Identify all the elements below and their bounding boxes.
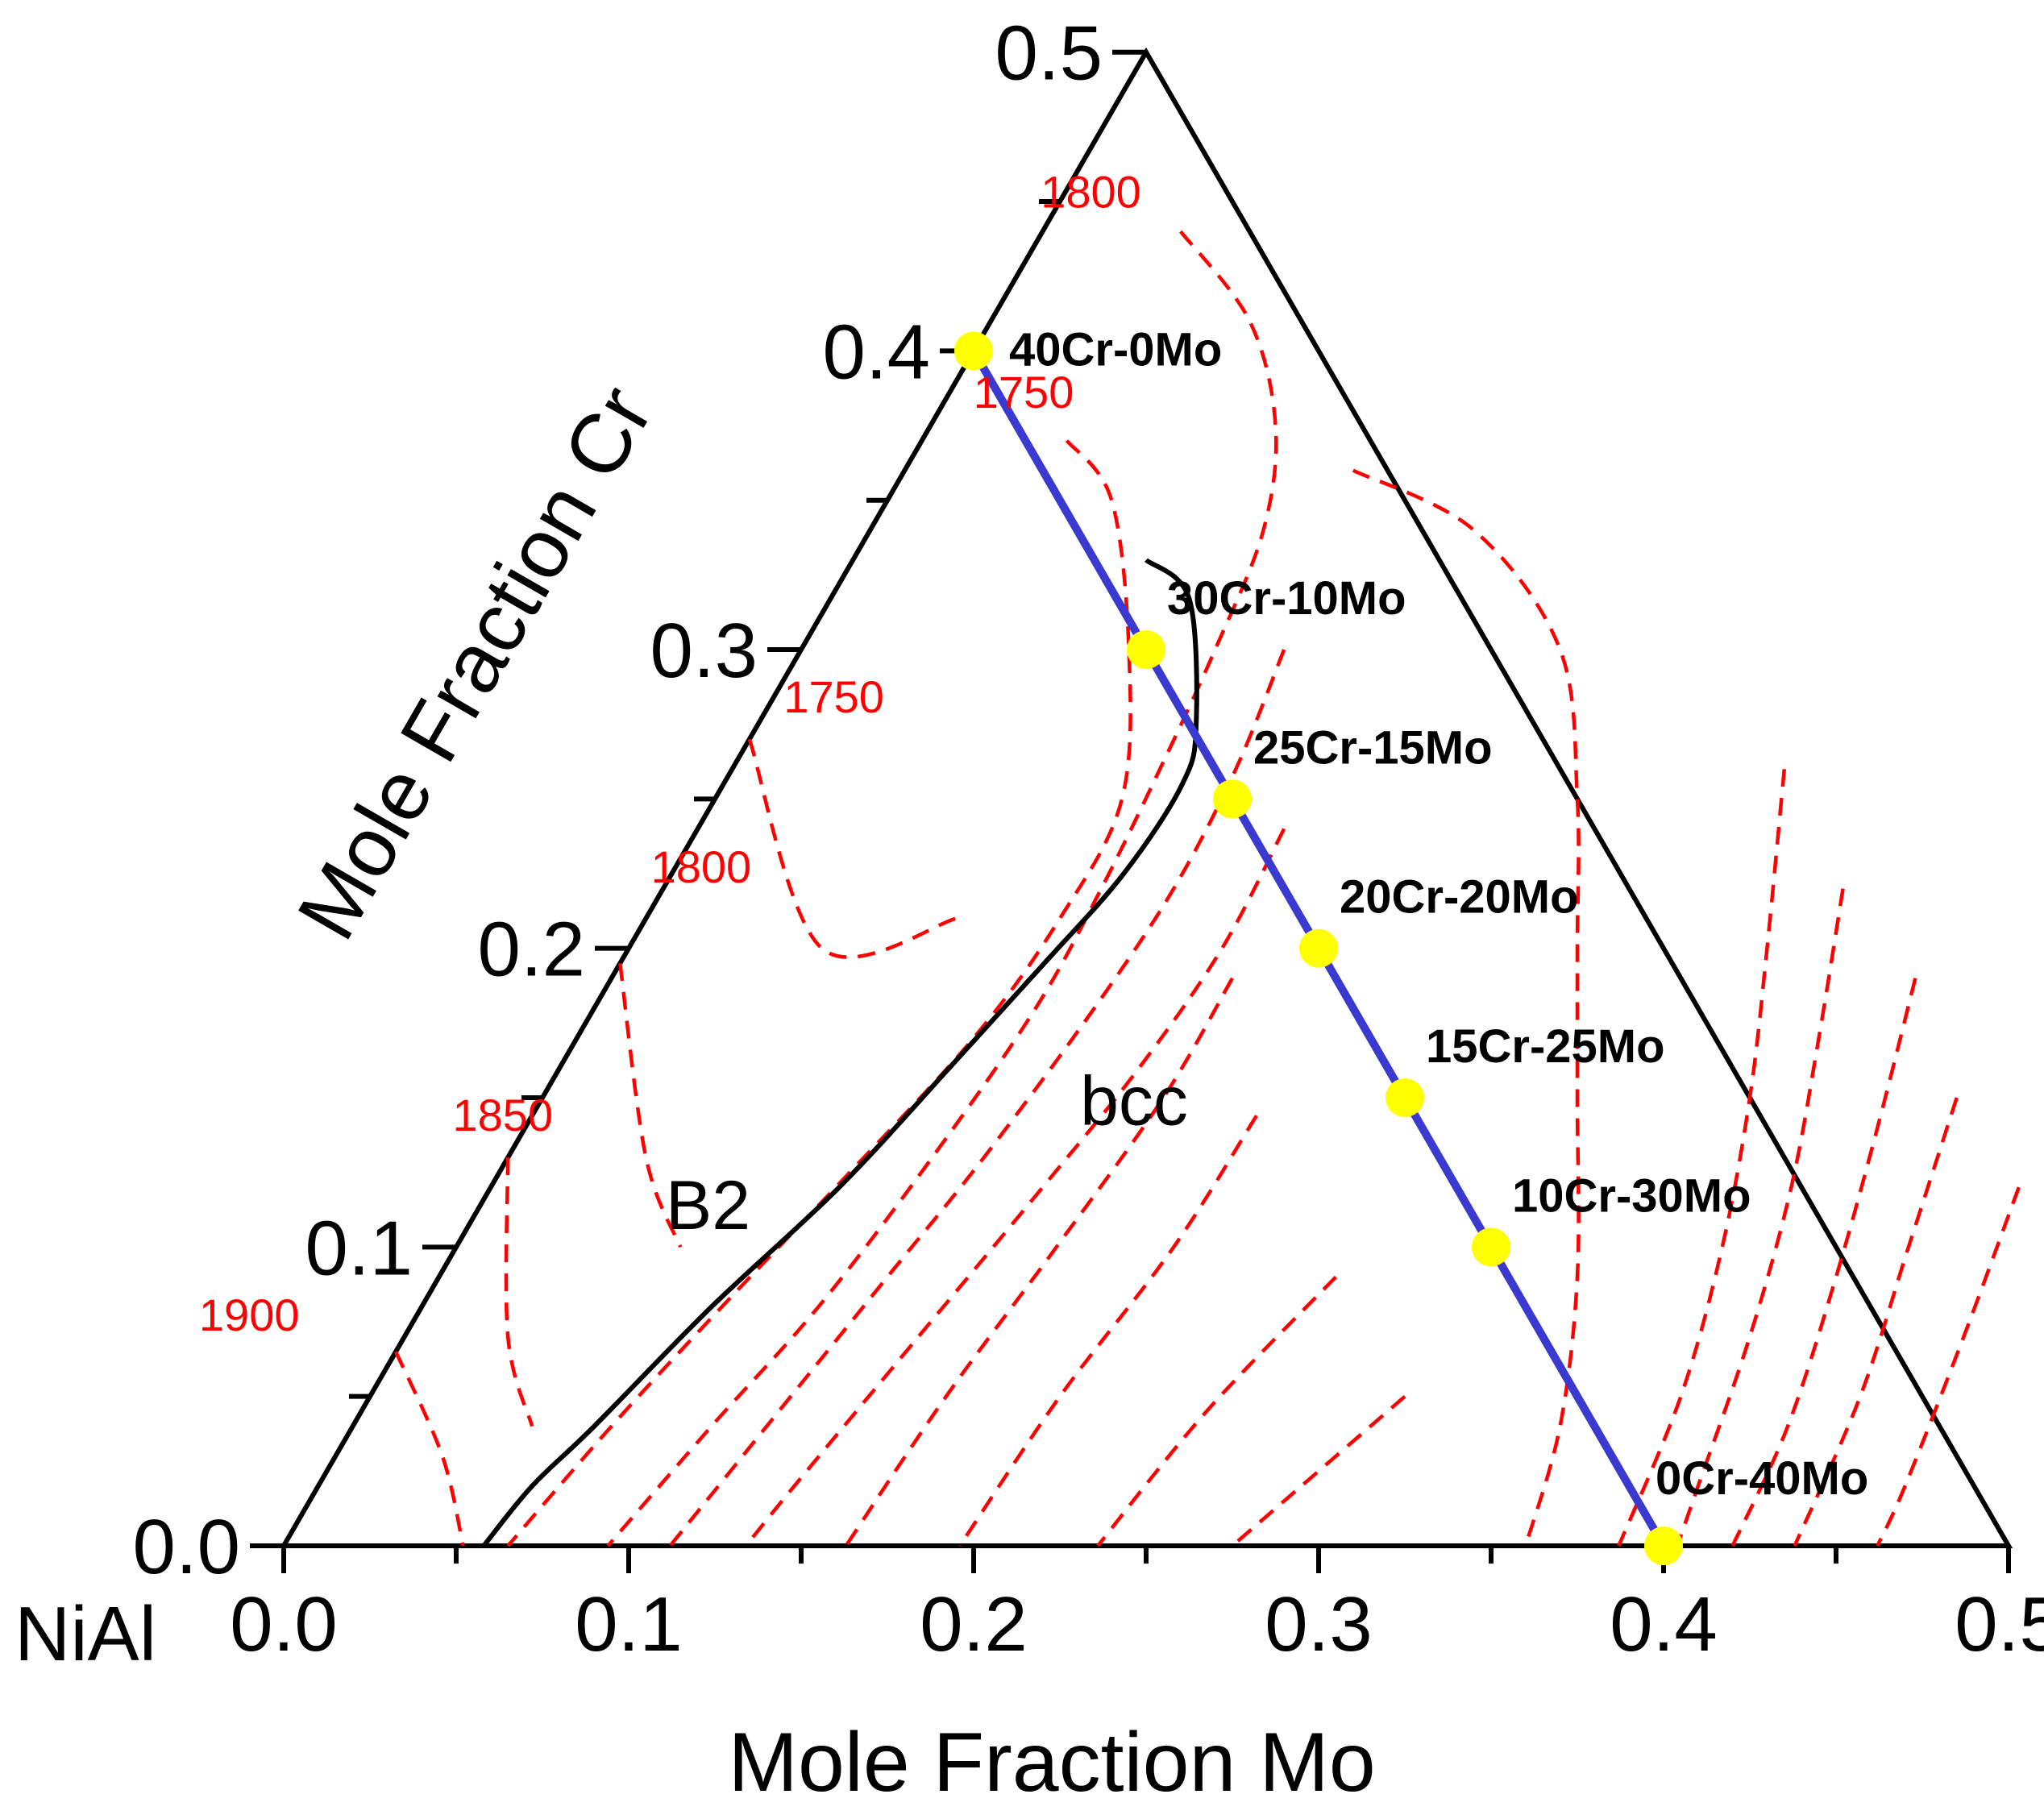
- isotherm-line: [844, 977, 1234, 1547]
- x-tick-label: 0.3: [1265, 1581, 1372, 1668]
- alloy-point-label: 10Cr-30Mo: [1512, 1169, 1751, 1222]
- chart-labels: 0.0 0.1 0.2 0.3 0.4 0.5 0.0 0.1 0.2 0.3 0.4 0.5 1900…: [133, 10, 2044, 1668]
- isotherm-line: [744, 828, 1286, 1547]
- alloy-point-label: 25Cr-15Mo: [1253, 721, 1493, 774]
- isotherm-line: [1675, 888, 1845, 1547]
- isotherm-line: [1096, 1275, 1338, 1547]
- isotherm-label: 1850: [452, 1090, 553, 1140]
- y-tick-label: 0.1: [305, 1205, 413, 1291]
- isotherm-label: 1800: [1041, 166, 1141, 217]
- isotherm-line: [1793, 1097, 1959, 1547]
- isotherm-line: [394, 1351, 465, 1547]
- phase-boundary: [481, 558, 1199, 1547]
- x-tick-label: 0.1: [575, 1581, 682, 1668]
- y-axis-title: Mole Fraction Cr: [280, 372, 671, 955]
- isotherm-line: [618, 962, 683, 1248]
- isotherm-line: [1730, 978, 1917, 1547]
- alloy-point: [1472, 1227, 1510, 1267]
- corner-label-nial: NiAl: [15, 1591, 156, 1677]
- alloy-point: [1127, 630, 1165, 670]
- alloy-point-label: 40Cr-0Mo: [1009, 323, 1222, 376]
- x-tick-label: 0.0: [230, 1581, 337, 1668]
- isotherm-line: [1876, 1186, 2021, 1547]
- phase-label-b2: B2: [666, 1167, 750, 1244]
- alloy-point: [1213, 779, 1252, 819]
- alloy-point-label: 30Cr-10Mo: [1167, 572, 1406, 625]
- isotherm-line: [1352, 468, 1581, 1547]
- b2-bcc-boundary: [481, 558, 1199, 1547]
- alloy-point: [1644, 1526, 1683, 1565]
- alloy-point: [1386, 1078, 1424, 1118]
- isotherm-line: [504, 1157, 534, 1427]
- isotherm-label: 1800: [651, 841, 752, 892]
- alloy-points: [954, 331, 1683, 1565]
- alloy-point-label: 20Cr-20Mo: [1340, 871, 1579, 924]
- y-tick-label: 0.5: [995, 10, 1103, 97]
- alloy-point-label: 0Cr-40Mo: [1656, 1452, 1868, 1505]
- y-tick-label: 0.0: [133, 1504, 240, 1590]
- axis-ticks: [250, 49, 2011, 1573]
- isotherm-line: [1231, 1394, 1406, 1547]
- isotherm-label: 1750: [783, 671, 884, 722]
- x-tick-label: 0.4: [1610, 1581, 1717, 1668]
- alloy-point-label: 15Cr-25Mo: [1426, 1020, 1665, 1073]
- x-axis-title: Mole Fraction Mo: [728, 1716, 1375, 1809]
- x-tick-label: 0.5: [1955, 1581, 2044, 1668]
- y-tick-label: 0.2: [478, 907, 585, 993]
- isotherm-label: 1750: [974, 367, 1074, 417]
- isotherm-line: [747, 738, 958, 959]
- isotherm-line: [1617, 769, 1787, 1547]
- y-tick-label: 0.3: [650, 608, 758, 694]
- y-tick-label: 0.4: [823, 309, 930, 395]
- alloy-point: [954, 331, 993, 371]
- alloy-point: [1299, 928, 1338, 968]
- isotherm-label: 1900: [199, 1290, 300, 1340]
- x-tick-label: 0.2: [920, 1581, 1027, 1668]
- isotherm-line: [958, 1115, 1258, 1547]
- phase-label-bcc: bcc: [1080, 1062, 1188, 1140]
